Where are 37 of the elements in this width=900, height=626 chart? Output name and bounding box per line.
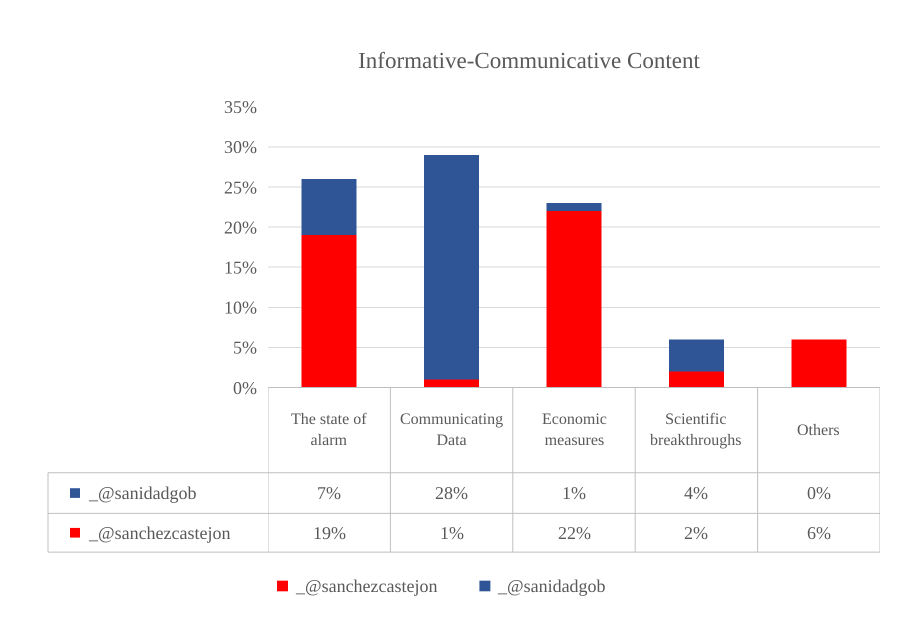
x-tick-label: Economic measures xyxy=(542,411,607,449)
y-tick-label: 5% xyxy=(233,338,257,358)
bar xyxy=(302,178,357,236)
x-tick-label: Others xyxy=(797,422,840,439)
y-tick-label: 25% xyxy=(224,177,257,198)
y-tick-label: 30% xyxy=(224,137,257,158)
data-label: 19% xyxy=(313,523,346,543)
data-label: 1% xyxy=(440,523,464,543)
text: _@sanchezcastejon xyxy=(296,576,438,596)
chart-title: Informative-Communicative Content xyxy=(358,48,700,74)
data-label: 7% xyxy=(317,483,341,503)
data-label: 22% xyxy=(558,523,591,543)
legend-label: _@sanchezcastejon xyxy=(88,523,231,543)
data-label: 4% xyxy=(684,483,708,503)
y-tick-label: 20% xyxy=(224,217,257,238)
bar xyxy=(791,339,846,388)
text: _@sanidadgob xyxy=(498,576,606,596)
data-label: 28% xyxy=(435,483,468,503)
y-tick-label: 35% xyxy=(224,97,257,118)
data-label: 1% xyxy=(562,483,586,503)
y-tick-label: 15% xyxy=(224,258,257,278)
x-tick-label: Communicating Data xyxy=(400,411,504,449)
bar xyxy=(424,380,480,388)
x-tick-label: The state of alarm xyxy=(291,411,368,449)
y-tick-label: 0% xyxy=(233,378,257,398)
bar xyxy=(424,154,480,380)
legend-label: _@sanidadgob xyxy=(88,483,197,503)
bar xyxy=(302,235,357,388)
bar xyxy=(668,339,724,372)
bar xyxy=(546,211,602,388)
bar xyxy=(546,203,602,212)
y-tick-label: 10% xyxy=(224,298,257,318)
data-label: 0% xyxy=(807,483,831,503)
data-label: 2% xyxy=(684,523,708,543)
x-tick-label: Scientific breakthroughs xyxy=(650,411,742,449)
bar xyxy=(668,371,724,388)
data-label: 6% xyxy=(807,523,831,543)
